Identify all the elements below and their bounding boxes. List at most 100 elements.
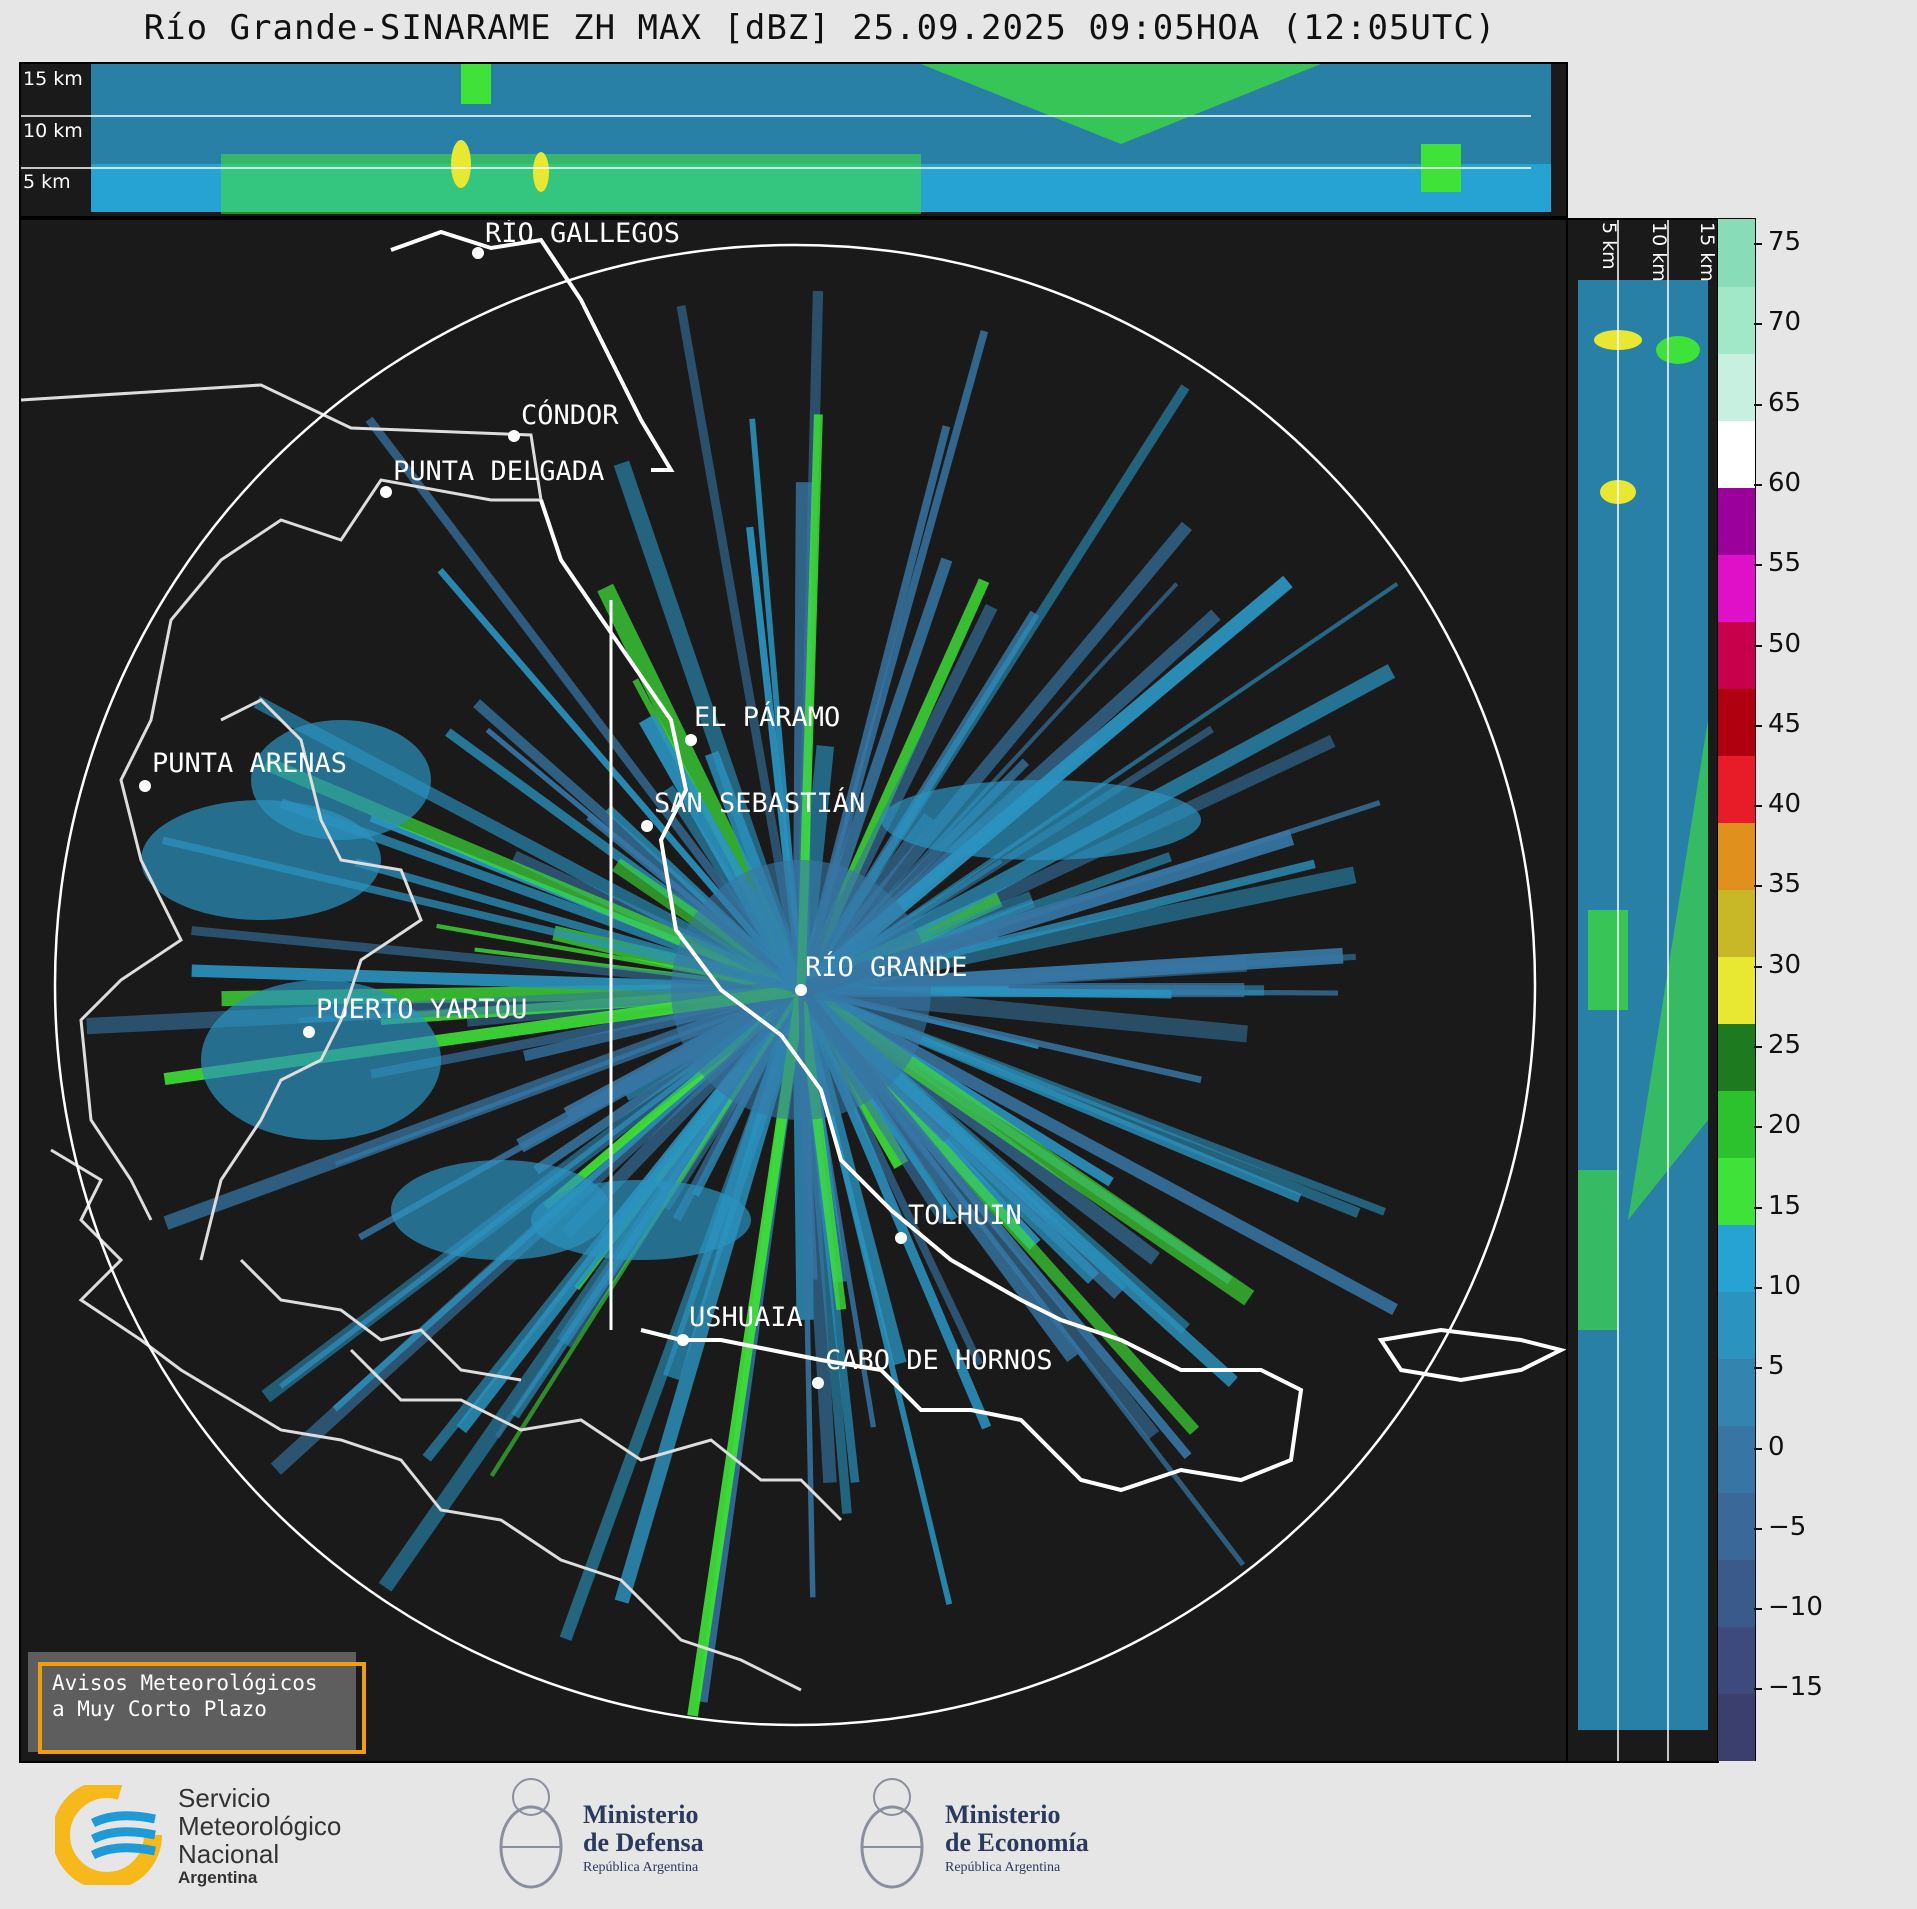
colorbar-segment [1718,487,1755,555]
colorbar-tick [1754,483,1762,486]
defensa-line3: República Argentina [583,1860,699,1875]
smn-line4: Argentina [178,1868,258,1887]
city-label-puerto-yartou: PUERTO YARTOU [316,994,528,1025]
colorbar-segment [1718,889,1755,957]
colorbar-segment [1718,1693,1755,1761]
colorbar-segment [1718,554,1755,622]
warning-line2: a Muy Corto Plazo [52,1697,267,1721]
top-label-10km: 10 km [23,120,83,142]
colorbar-tick-label: 25 [1768,1030,1802,1060]
colorbar [1717,218,1756,1761]
city-label-el-paramo: EL PÁRAMO [694,702,841,733]
colorbar-segment [1718,1492,1755,1560]
colorbar-tick [1754,805,1762,808]
colorbar-segment [1718,1559,1755,1627]
city-label-punta-delgada: PUNTA DELGADA [393,456,605,487]
colorbar-tick [1754,243,1762,245]
colorbar-tick-label: 60 [1768,467,1802,498]
colorbar-segment [1718,1626,1755,1694]
colorbar-tick [1754,1447,1762,1450]
smn-logo-icon [55,1785,162,1885]
colorbar-tick [1754,724,1762,727]
colorbar-tick-label: 20 [1768,1110,1802,1141]
colorbar-segment [1718,1224,1755,1292]
colorbar-tick-label: 75 [1768,227,1802,257]
colorbar-tick-label: 50 [1768,628,1802,659]
radar-map-canvas [21,229,1566,1727]
colorbar-tick-label: −15 [1768,1672,1823,1703]
top-label-15km: 15 km [23,68,83,90]
smn-logo-text: Servicio Meteorológico Nacional Argentin… [178,1784,341,1888]
colorbar-segment [1718,353,1755,421]
city-label-ushuaia: USHUAIA [689,1302,803,1333]
colorbar-tick-label: 0 [1768,1431,1785,1462]
colorbar-segment [1718,621,1755,689]
colorbar-tick-label: 10 [1768,1270,1802,1301]
colorbar-tick [1754,564,1762,567]
economia-line3: República Argentina [945,1860,1061,1875]
smn-line1: Servicio [178,1783,271,1813]
range-ring [53,243,1537,1727]
radar-echo-rays [86,290,1399,1717]
warning-link[interactable]: Avisos Meteorológicos a Muy Corto Plazo [38,1662,366,1754]
top-label-5km: 5 km [23,171,71,193]
colorbar-tick [1754,965,1762,968]
map-title: Río Grande-SINARAME ZH MAX [dBZ] 25.09.2… [143,8,1497,48]
colorbar-segment [1718,822,1755,890]
colorbar-tick-label: 65 [1768,387,1802,418]
colorbar-tick [1754,1046,1762,1048]
colorbar-segment [1718,286,1755,354]
colorbar-segment [1718,1157,1755,1225]
city-label-tolhuin: TOLHUIN [908,1200,1022,1231]
defensa-line1: Ministerio [583,1800,699,1829]
echo-patch [881,780,1201,860]
defensa-line2: de Defensa [583,1828,704,1857]
colorbar-tick-label: 30 [1768,949,1802,980]
city-label-cabo-de-hornos: CABO DE HORNOS [825,1345,1053,1376]
island-border [390,229,1566,1493]
city-label-rio-grande: RÍO GRANDE [805,952,968,983]
city-label-condor: CÓNDOR [521,400,619,431]
colorbar-tick [1754,885,1762,888]
colorbar-tick [1754,1206,1762,1209]
economia-line2: de Economía [945,1828,1089,1857]
colorbar-tick [1754,644,1762,647]
city-label-rio-gallegos: RÍO GALLEGOS [485,218,681,249]
radar-map[interactable]: RÍO GALLEGOS CÓNDOR PUNTA DELGADA EL PÁR… [19,218,1568,1763]
colorbar-tick [1754,1688,1762,1691]
colorbar-tick [1754,323,1762,326]
warning-line1: Avisos Meteorológicos [52,1671,318,1695]
colorbar-tick [1754,1367,1762,1370]
colorbar-tick-label: 55 [1768,548,1802,579]
smn-line2: Meteorológico [178,1811,342,1841]
colorbar-segment [1718,1023,1755,1091]
colorbar-segment [1718,688,1755,756]
coat-of-arms-icon [860,1778,924,1889]
colorbar-tick [1754,1126,1762,1129]
colorbar-tick-label: 45 [1768,708,1802,739]
warning-box[interactable]: Avisos Meteorológicos a Muy Corto Plazo [28,1652,366,1754]
smn-line3: Nacional [178,1839,280,1869]
side-label-15km: 15 km [1696,222,1718,282]
colorbar-tick [1754,1286,1762,1289]
right-cross-section: 5 km 10 km 15 km [1566,218,1719,1763]
colorbar-tick [1754,1527,1762,1530]
colorbar-segment [1718,420,1755,488]
top-cross-section-echoes [21,64,1551,214]
colorbar-tick [1754,403,1762,406]
coat-of-arms-icon [499,1778,563,1889]
colorbar-segment [1718,1090,1755,1158]
colorbar-segment [1718,1425,1755,1493]
colorbar-tick-label: 15 [1768,1190,1802,1221]
colorbar-segment [1718,1291,1755,1359]
colorbar-tick-label: −5 [1768,1511,1807,1542]
coastlines [21,383,843,1692]
city-markers [139,247,907,1389]
colorbar-segment [1718,219,1755,287]
right-cross-section-echoes [1578,220,1708,1761]
colorbar-tick-label: 40 [1768,789,1802,820]
colorbar-tick-label: 5 [1768,1351,1785,1382]
colorbar-segment [1718,755,1755,823]
economia-line1: Ministerio [945,1800,1061,1829]
top-cross-section: 15 km 10 km 5 km [19,62,1568,218]
